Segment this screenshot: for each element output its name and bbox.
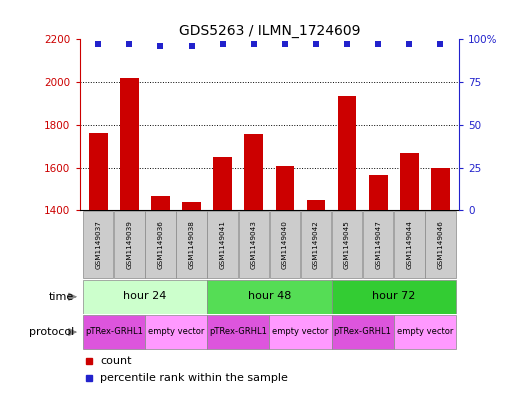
- Text: GSM1149043: GSM1149043: [251, 220, 257, 269]
- Bar: [207, 315, 269, 349]
- Text: time: time: [49, 292, 74, 302]
- Text: GSM1149038: GSM1149038: [189, 220, 194, 269]
- Bar: [176, 211, 207, 278]
- Bar: [182, 202, 201, 210]
- Point: [219, 41, 227, 48]
- Text: empty vector: empty vector: [272, 327, 329, 336]
- Point: [343, 41, 351, 48]
- Point: [187, 43, 195, 49]
- Text: GSM1149037: GSM1149037: [95, 220, 101, 269]
- Text: empty vector: empty vector: [397, 327, 453, 336]
- Text: hour 48: hour 48: [248, 291, 291, 301]
- Point: [125, 41, 133, 48]
- Bar: [207, 211, 238, 278]
- Bar: [114, 211, 145, 278]
- Bar: [244, 134, 263, 210]
- Bar: [151, 196, 170, 210]
- Point: [281, 41, 289, 48]
- Bar: [400, 153, 419, 210]
- Text: pTRex-GRHL1: pTRex-GRHL1: [334, 327, 391, 336]
- Text: GSM1149039: GSM1149039: [126, 220, 132, 269]
- Point: [94, 41, 102, 48]
- Text: pTRex-GRHL1: pTRex-GRHL1: [209, 327, 267, 336]
- Point: [374, 41, 382, 48]
- Text: GSM1149042: GSM1149042: [313, 220, 319, 269]
- Text: GSM1149046: GSM1149046: [438, 220, 443, 269]
- Bar: [394, 211, 425, 278]
- Point: [156, 43, 165, 49]
- Bar: [275, 167, 294, 210]
- Bar: [207, 280, 331, 314]
- Bar: [213, 157, 232, 210]
- Bar: [301, 211, 331, 278]
- Bar: [431, 167, 450, 210]
- Text: percentile rank within the sample: percentile rank within the sample: [101, 373, 288, 383]
- Text: pTRex-GRHL1: pTRex-GRHL1: [85, 327, 143, 336]
- Text: protocol: protocol: [29, 327, 74, 337]
- Point: [405, 41, 413, 48]
- Bar: [332, 211, 362, 278]
- Bar: [363, 211, 393, 278]
- Text: GSM1149041: GSM1149041: [220, 220, 226, 269]
- Bar: [120, 78, 139, 210]
- Text: GSM1149036: GSM1149036: [157, 220, 164, 269]
- Bar: [83, 315, 145, 349]
- Text: hour 24: hour 24: [123, 291, 167, 301]
- Bar: [369, 175, 387, 210]
- Bar: [394, 315, 456, 349]
- Point: [437, 41, 445, 48]
- Bar: [425, 211, 456, 278]
- Point: [250, 41, 258, 48]
- Bar: [331, 280, 456, 314]
- Text: hour 72: hour 72: [372, 291, 416, 301]
- Text: GSM1149040: GSM1149040: [282, 220, 288, 269]
- Bar: [307, 200, 325, 210]
- Title: GDS5263 / ILMN_1724609: GDS5263 / ILMN_1724609: [179, 24, 360, 38]
- Bar: [270, 211, 300, 278]
- Bar: [145, 211, 175, 278]
- Bar: [145, 315, 207, 349]
- Point: [312, 41, 320, 48]
- Text: empty vector: empty vector: [148, 327, 204, 336]
- Text: GSM1149045: GSM1149045: [344, 220, 350, 269]
- Bar: [83, 211, 113, 278]
- Bar: [83, 280, 207, 314]
- Text: count: count: [101, 356, 132, 366]
- Bar: [331, 315, 394, 349]
- Text: GSM1149047: GSM1149047: [375, 220, 381, 269]
- Text: GSM1149044: GSM1149044: [406, 220, 412, 269]
- Bar: [269, 315, 331, 349]
- Bar: [89, 133, 108, 210]
- Bar: [338, 96, 357, 210]
- Bar: [239, 211, 269, 278]
